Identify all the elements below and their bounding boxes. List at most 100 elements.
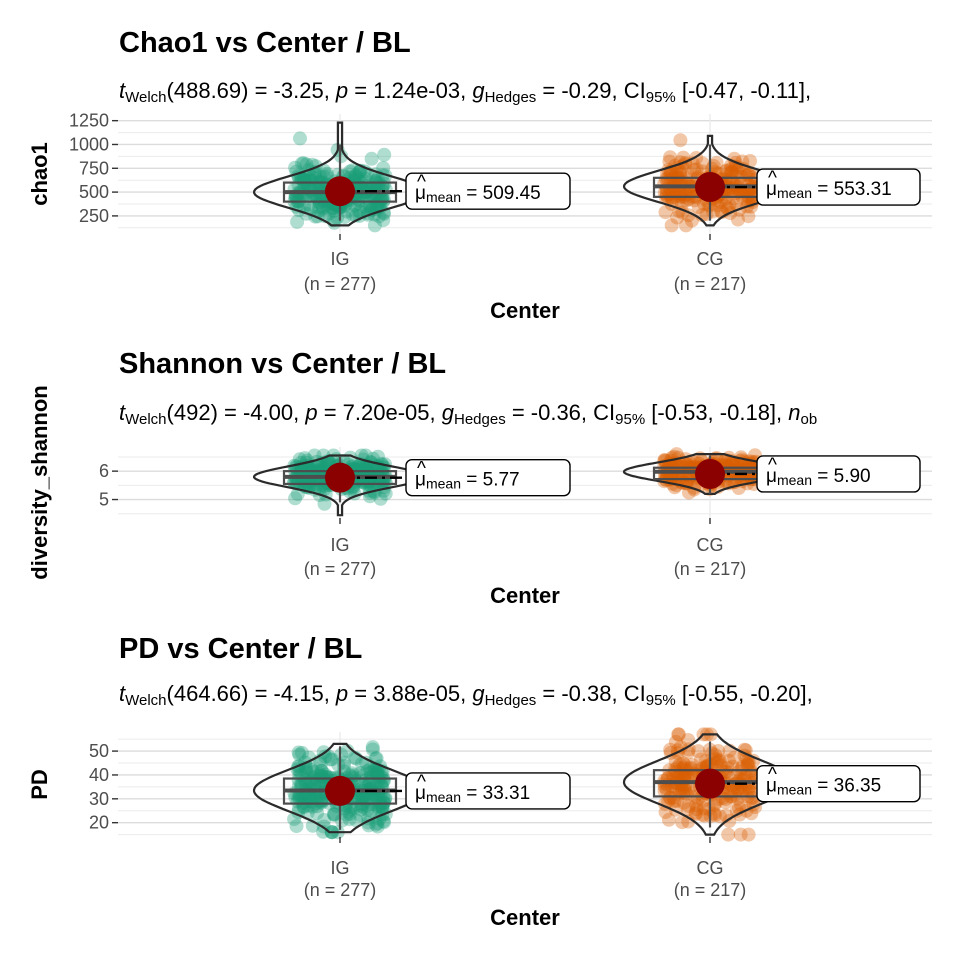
data-point	[687, 163, 702, 177]
data-point	[663, 790, 678, 805]
data-point	[708, 751, 722, 766]
mean-point	[695, 458, 725, 489]
y-tick-label: 250	[79, 206, 109, 226]
data-point	[376, 773, 391, 788]
group-IG: μmean = 33.31^	[252, 740, 571, 840]
data-point	[370, 819, 385, 834]
data-point	[364, 151, 379, 166]
data-point	[300, 177, 315, 192]
mean-hat: ^	[417, 459, 426, 480]
data-point	[743, 784, 758, 799]
mean-label: μmean = 5.90	[766, 466, 871, 488]
x-tick-n-label: (n = 277)	[304, 880, 377, 900]
mean-label: μmean = 5.77	[415, 470, 520, 492]
y-axis-title: chao1	[27, 142, 52, 206]
data-point	[740, 757, 755, 772]
data-point	[685, 758, 700, 772]
data-point	[673, 768, 687, 783]
text-run: μ	[766, 776, 777, 797]
text-run: = 509.45	[461, 183, 541, 204]
data-point	[725, 165, 740, 180]
text-run: μ	[415, 783, 426, 804]
text-run: n	[782, 400, 800, 425]
y-tick-label: 500	[79, 182, 109, 202]
data-point	[354, 798, 368, 813]
data-point	[668, 173, 683, 188]
data-point	[295, 156, 309, 171]
panel-subtitle: tWelch(464.66) = -4.15, p = 3.88e-05, gH…	[119, 681, 813, 709]
data-point	[358, 773, 373, 787]
data-point	[299, 776, 313, 791]
data-point	[292, 801, 306, 816]
data-point	[298, 773, 313, 788]
data-point	[723, 162, 738, 177]
data-point	[294, 777, 309, 792]
data-point	[662, 154, 677, 169]
data-point	[730, 791, 745, 806]
data-point	[317, 813, 332, 827]
text-run: = 7.20e-05,	[318, 400, 442, 425]
data-point	[289, 459, 304, 474]
text-run: mean	[426, 476, 461, 492]
data-point	[302, 791, 317, 806]
text-run: μ	[415, 470, 426, 491]
text-run: mean	[777, 782, 812, 798]
data-point	[373, 770, 388, 784]
y-tick-label: 1250	[69, 111, 109, 131]
x-axis-title: Center	[490, 905, 560, 930]
data-point	[359, 200, 374, 215]
x-tick-label: IG	[330, 858, 349, 878]
data-point	[303, 794, 318, 809]
data-point	[689, 802, 704, 817]
y-tick-label: 1000	[69, 134, 109, 154]
data-point	[377, 176, 392, 191]
x-axis-title: Center	[490, 583, 560, 608]
x-tick-n-label: (n = 277)	[304, 559, 377, 579]
panel-2: 56 μmean = 5.77^IG(n = 277)μmean = 5.90^C…	[27, 348, 932, 608]
data-point	[727, 750, 742, 765]
data-point	[366, 462, 381, 477]
data-point	[352, 790, 367, 805]
data-point	[734, 761, 749, 776]
data-point	[368, 196, 383, 211]
data-point	[738, 743, 753, 758]
text-run: Welch	[125, 89, 166, 106]
data-point	[659, 172, 674, 187]
data-point	[353, 808, 368, 823]
mean-point	[325, 176, 355, 207]
data-point	[371, 769, 386, 784]
text-run: p	[335, 681, 348, 706]
data-point	[312, 203, 327, 218]
data-point	[725, 456, 740, 471]
data-point	[743, 154, 757, 168]
data-point	[668, 734, 683, 749]
data-point	[688, 807, 703, 821]
data-point	[367, 762, 382, 777]
data-point	[355, 789, 370, 804]
data-point	[288, 790, 303, 805]
x-tick-n-label: (n = 217)	[674, 274, 747, 294]
text-run: Hedges	[454, 411, 506, 428]
data-point	[372, 798, 387, 813]
data-point	[303, 173, 318, 188]
data-point	[317, 496, 332, 511]
data-point	[302, 750, 317, 765]
data-point	[657, 453, 672, 467]
data-point	[362, 483, 377, 498]
text-run: [-0.53, -0.18],	[645, 400, 782, 425]
data-point	[335, 813, 349, 828]
data-point	[369, 817, 383, 832]
data-point	[345, 207, 360, 222]
data-point	[719, 199, 733, 214]
data-point	[305, 461, 320, 476]
data-point	[710, 198, 725, 213]
data-point	[357, 174, 372, 189]
data-point	[321, 206, 336, 221]
data-point	[299, 764, 314, 779]
group-CG: μmean = 553.31^	[622, 133, 921, 233]
data-point	[666, 185, 680, 200]
data-point	[659, 783, 674, 797]
mean-hat: ^	[768, 168, 777, 189]
text-run: [-0.47, -0.11],	[676, 78, 811, 103]
